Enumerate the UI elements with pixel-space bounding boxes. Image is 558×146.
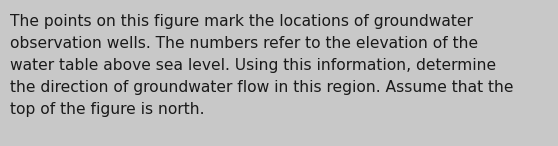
Text: observation wells. The numbers refer to the elevation of the: observation wells. The numbers refer to … [10,36,478,51]
Text: the direction of groundwater flow in this region. Assume that the: the direction of groundwater flow in thi… [10,80,513,95]
Text: water table above sea level. Using this information, determine: water table above sea level. Using this … [10,58,496,73]
Text: top of the figure is north.: top of the figure is north. [10,102,204,117]
Text: The points on this figure mark the locations of groundwater: The points on this figure mark the locat… [10,14,473,29]
